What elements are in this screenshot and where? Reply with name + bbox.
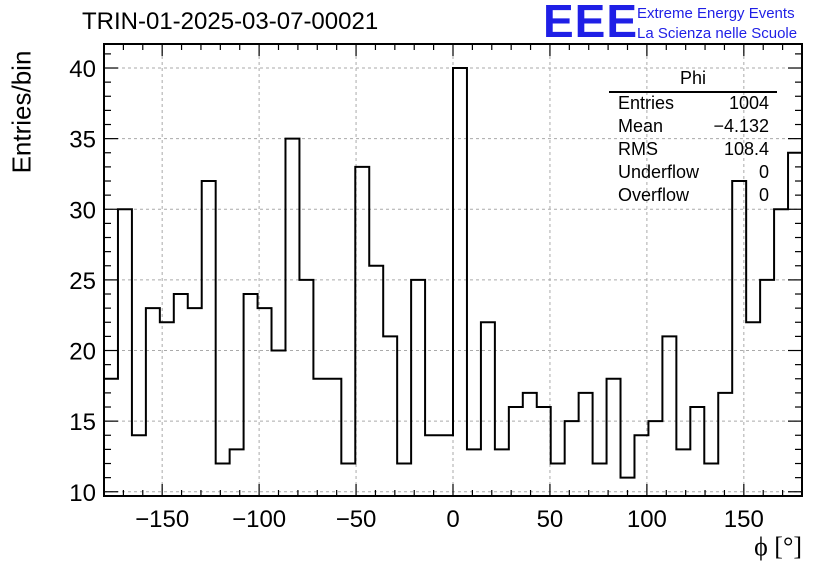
stats-row-underflow: Underflow 0 xyxy=(609,162,777,185)
histogram-bin xyxy=(774,209,788,496)
stats-value: 108.4 xyxy=(723,139,769,159)
stats-value: −4.132 xyxy=(713,116,769,136)
histogram-bin xyxy=(202,181,216,496)
histogram-bin xyxy=(327,379,341,496)
histogram-outline xyxy=(104,67,802,479)
histogram-bin xyxy=(467,449,481,496)
histogram-bin xyxy=(355,167,369,496)
histogram-bin xyxy=(397,464,411,496)
eee-logo: EEE xyxy=(543,0,639,47)
histogram-bin xyxy=(523,393,537,496)
histogram-bin xyxy=(495,449,509,496)
histogram-bin xyxy=(593,464,607,496)
histogram-bin xyxy=(690,407,704,496)
histogram-bin xyxy=(607,379,621,496)
x-tick-label: −50 xyxy=(336,506,377,533)
histogram-bin xyxy=(718,393,732,496)
histogram-bin xyxy=(244,294,258,496)
stats-value: 1004 xyxy=(728,93,769,113)
histogram-bin xyxy=(313,379,327,496)
stats-value: 0 xyxy=(758,162,769,182)
logo-text-line1: Extreme Energy Events xyxy=(637,5,795,22)
x-axis-label: ϕ [°] xyxy=(754,532,802,561)
histogram-bin xyxy=(439,435,453,496)
plot-title: TRIN-01-2025-03-07-00021 xyxy=(82,8,379,35)
histogram-bin xyxy=(341,464,355,496)
stats-label: RMS xyxy=(618,139,658,159)
histogram-bin xyxy=(760,280,774,496)
y-tick-label: 30 xyxy=(69,197,96,224)
y-tick-label: 35 xyxy=(69,127,96,154)
histogram-bin xyxy=(299,280,313,496)
stats-label: Entries xyxy=(618,93,675,113)
histogram-bin xyxy=(509,407,523,496)
histogram-bin xyxy=(453,68,467,496)
histogram-bin xyxy=(648,421,662,496)
histogram-bin xyxy=(285,139,299,496)
histogram-bin xyxy=(146,308,160,496)
histogram-bin xyxy=(411,280,425,496)
stats-value: 0 xyxy=(758,185,769,205)
y-tick-label: 40 xyxy=(69,56,96,83)
stats-row-entries: Entries 1004 xyxy=(609,93,777,116)
stats-box: Phi Entries 1004 Mean −4.132 RMS 108.4 U… xyxy=(609,68,777,208)
x-tick-label: 0 xyxy=(446,506,459,533)
histogram-bin xyxy=(551,464,565,496)
stats-label: Mean xyxy=(618,116,664,136)
histogram-bin xyxy=(788,153,802,496)
y-tick-label: 20 xyxy=(69,339,96,366)
histogram-bin xyxy=(662,336,676,496)
y-axis-label: Entries/bin xyxy=(6,50,37,174)
stats-row-rms: RMS 108.4 xyxy=(609,139,777,162)
histogram-bin xyxy=(383,336,397,496)
y-tick-label: 25 xyxy=(69,268,96,295)
histogram-bin xyxy=(118,209,132,496)
histogram-bin xyxy=(104,379,118,496)
histogram-bin xyxy=(746,322,760,496)
x-tick-label: 100 xyxy=(627,506,667,533)
histogram-bin xyxy=(676,449,690,496)
stats-label: Underflow xyxy=(618,162,700,182)
histogram-bin xyxy=(216,464,230,496)
logo-text-line2: La Scienza nelle Scuole xyxy=(637,25,798,42)
histogram-bin xyxy=(160,322,174,496)
histogram-bin xyxy=(258,308,272,496)
stats-row-overflow: Overflow 0 xyxy=(609,185,777,208)
stats-label: Overflow xyxy=(618,185,690,205)
histogram-bin xyxy=(230,449,244,496)
histogram-bin xyxy=(732,181,746,496)
x-tick-label: 150 xyxy=(724,506,764,533)
histogram-bin xyxy=(579,393,593,496)
histogram-bin xyxy=(565,421,579,496)
x-tick-label: 50 xyxy=(537,506,564,533)
histogram-bin xyxy=(369,266,383,496)
y-tick-label: 15 xyxy=(69,409,96,436)
histogram-bin xyxy=(188,308,202,496)
stats-box-title: Phi xyxy=(609,68,777,93)
histogram-bin xyxy=(174,294,188,496)
histogram-bin xyxy=(425,435,439,496)
histogram-bin xyxy=(481,322,495,496)
x-tick-label: −100 xyxy=(232,506,286,533)
histogram-bin xyxy=(132,435,146,496)
stats-row-mean: Mean −4.132 xyxy=(609,116,777,139)
y-tick-label: 10 xyxy=(69,480,96,507)
x-tick-label: −150 xyxy=(135,506,189,533)
histogram-bin xyxy=(537,407,551,496)
histogram-bin xyxy=(272,351,286,496)
histogram-bin xyxy=(704,464,718,496)
